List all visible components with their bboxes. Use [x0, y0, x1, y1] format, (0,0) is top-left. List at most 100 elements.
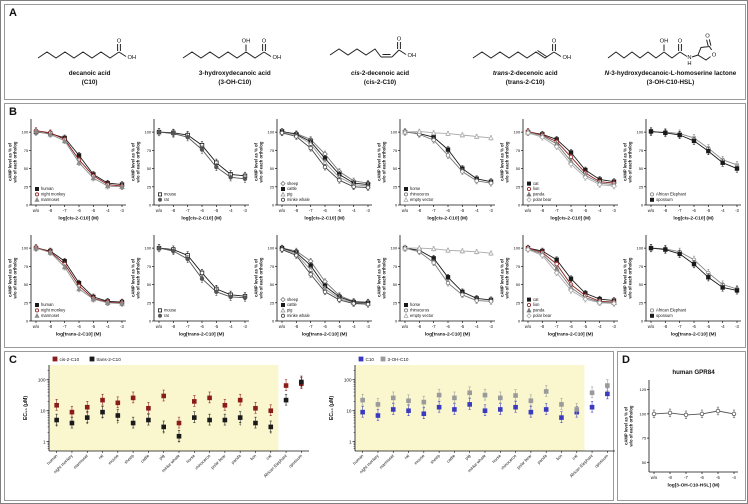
svg-text:empty vector: empty vector: [410, 313, 434, 318]
svg-text:50: 50: [642, 460, 647, 465]
compound-trans-2-decenoic-acid: O OH trans-2-decenoic acid (trans-2-C10): [453, 24, 598, 86]
svg-text:O: O: [116, 39, 121, 45]
svg-text:lion: lion: [533, 302, 540, 307]
svg-text:w/o of each ortholog: w/o of each ortholog: [13, 141, 18, 183]
ec50-chart-c10-3oh: 1 10 100 human night monkey marmoset rat mouse s…: [325, 353, 621, 504]
svg-text:-4: -4: [598, 208, 602, 213]
svg-text:25: 25: [393, 300, 398, 305]
svg-text:-5: -5: [583, 208, 587, 213]
ec50-chart-cis-trans: 1 10 100 human night monkey marmoset rat mouse s…: [19, 353, 315, 504]
svg-text:-7: -7: [63, 324, 67, 329]
svg-text:log[trans-2-C10] (M): log[trans-2-C10] (M): [179, 332, 225, 338]
svg-text:-5: -5: [706, 324, 710, 329]
svg-text:0: 0: [395, 319, 398, 324]
structure-cis-2-decenoic-acid: O OH: [329, 37, 416, 59]
dose-chart-trans-ungulates: 0 25 50 75 100 w/o -8 -7 -6 -5 -4 -3 log[trans-2-C10…: [253, 230, 376, 346]
dose-chart-cis-rodents: 0 25 50 75 100 w/o -8 -7 -6 -5 -4 -3 log[cis-2-C10] …: [130, 114, 253, 230]
svg-text:cAMP level as % of: cAMP level as % of: [131, 258, 136, 296]
svg-text:-6: -6: [692, 324, 696, 329]
svg-text:cAMP level as % of: cAMP level as % of: [623, 142, 628, 180]
svg-text:polar bear: polar bear: [516, 453, 533, 470]
compound-abbr: (3-OH-C10): [218, 78, 252, 86]
svg-text:-5: -5: [91, 208, 95, 213]
svg-text:-3: -3: [489, 208, 493, 213]
svg-text:log[cis-2-C10] (M): log[cis-2-C10] (M): [427, 216, 468, 222]
svg-text:rat: rat: [164, 197, 170, 202]
svg-text:-3: -3: [735, 324, 739, 329]
svg-text:mouse: mouse: [164, 308, 177, 313]
svg-text:horse: horse: [491, 453, 502, 464]
svg-text:cAMP level as % of: cAMP level as % of: [8, 142, 13, 180]
svg-text:75: 75: [639, 148, 644, 153]
svg-text:EC₅₀ (µM): EC₅₀ (µM): [23, 396, 29, 420]
svg-text:trans-2-C10: trans-2-C10: [97, 357, 122, 362]
svg-text:OH: OH: [241, 39, 250, 45]
svg-text:25: 25: [639, 184, 644, 189]
svg-text:OH: OH: [660, 39, 669, 45]
svg-text:w/o: w/o: [33, 324, 40, 329]
svg-text:-3: -3: [120, 324, 124, 329]
dose-chart-cis-elephant-opossum: 0 25 50 75 100 w/o -8 -7 -6 -5 -4 -3 log[cis-2-C10] …: [622, 114, 745, 230]
svg-text:*: *: [86, 422, 88, 427]
compound-abbr: (3-OH-C10-HSL): [646, 78, 695, 86]
svg-text:panda: panda: [230, 453, 242, 465]
svg-text:‡: ‡: [239, 422, 242, 427]
structure-3-oh-c10-hsl: OH O N H O O: [608, 34, 718, 67]
svg-text:-7: -7: [555, 208, 559, 213]
svg-text:human GPR84: human GPR84: [672, 369, 715, 376]
svg-text:cat: cat: [571, 453, 579, 461]
compound-3-oh-c10-hsl: OH O N H O O N-3-hydroxydecanoic-L-homos…: [598, 24, 743, 86]
svg-text:cat: cat: [533, 297, 539, 302]
svg-text:75: 75: [24, 264, 29, 269]
dose-chart-trans-primates: 0 25 50 75 100 w/o -8 -7 -6 -5 -4 -3 log[trans-2-C10…: [7, 230, 130, 346]
svg-text:0: 0: [641, 203, 644, 208]
svg-text:0: 0: [149, 319, 152, 324]
svg-text:-4: -4: [229, 208, 233, 213]
svg-text:-7: -7: [432, 324, 436, 329]
svg-text:100: 100: [344, 377, 352, 382]
svg-text:cAMP level as % of: cAMP level as % of: [8, 258, 13, 296]
svg-text:*: *: [56, 424, 58, 429]
svg-text:-7: -7: [678, 324, 682, 329]
svg-text:-5: -5: [460, 324, 464, 329]
svg-text:rhinoceros: rhinoceros: [410, 192, 429, 197]
compound-name-rest: 3-hydroxydecanoic acid: [198, 70, 271, 78]
svg-text:-5: -5: [460, 208, 464, 213]
svg-text:-8: -8: [294, 324, 298, 329]
svg-text:1: 1: [349, 439, 352, 444]
compound-row: O OH decanoic acid (C10) OH O OH: [5, 5, 745, 99]
svg-text:EC₅₀ (µM): EC₅₀ (µM): [329, 396, 335, 420]
svg-text:empty vector: empty vector: [410, 197, 434, 202]
svg-text:50: 50: [639, 282, 644, 287]
svg-text:25: 25: [147, 300, 152, 305]
svg-text:polar bear: polar bear: [533, 313, 552, 318]
svg-text:-5: -5: [706, 208, 710, 213]
svg-text:100: 100: [268, 246, 275, 251]
svg-text:50: 50: [639, 166, 644, 171]
svg-text:log[trans-2-C10] (M): log[trans-2-C10] (M): [302, 332, 348, 338]
svg-text:-6: -6: [446, 208, 450, 213]
compound-name-rest: -3-hydroxydecanoic-L-homoserine lactone: [609, 70, 737, 78]
svg-text:lion: lion: [533, 186, 540, 191]
svg-text:marmoset: marmoset: [72, 453, 89, 470]
svg-text:human: human: [41, 186, 54, 191]
svg-text:-6: -6: [200, 208, 204, 213]
svg-text:w/o: w/o: [648, 208, 655, 213]
svg-text:pig: pig: [464, 453, 472, 461]
svg-text:rat: rat: [97, 453, 105, 461]
svg-text:African Elephant: African Elephant: [656, 192, 687, 197]
svg-text:-8: -8: [663, 208, 667, 213]
svg-text:0: 0: [518, 203, 521, 208]
structure-decanoic-acid: O OH: [37, 39, 136, 61]
compound-name-italic: N: [604, 70, 610, 78]
svg-text:cat: cat: [265, 453, 273, 461]
svg-text:O: O: [262, 39, 267, 45]
svg-text:O: O: [552, 39, 557, 45]
svg-text:human: human: [352, 453, 365, 466]
compound-abbr: (cis-2-C10): [363, 78, 397, 86]
svg-text:OH: OH: [127, 55, 136, 61]
svg-text:w/o: w/o: [525, 208, 532, 213]
svg-text:opossum: opossum: [594, 453, 610, 469]
svg-text:w/o: w/o: [402, 208, 409, 213]
